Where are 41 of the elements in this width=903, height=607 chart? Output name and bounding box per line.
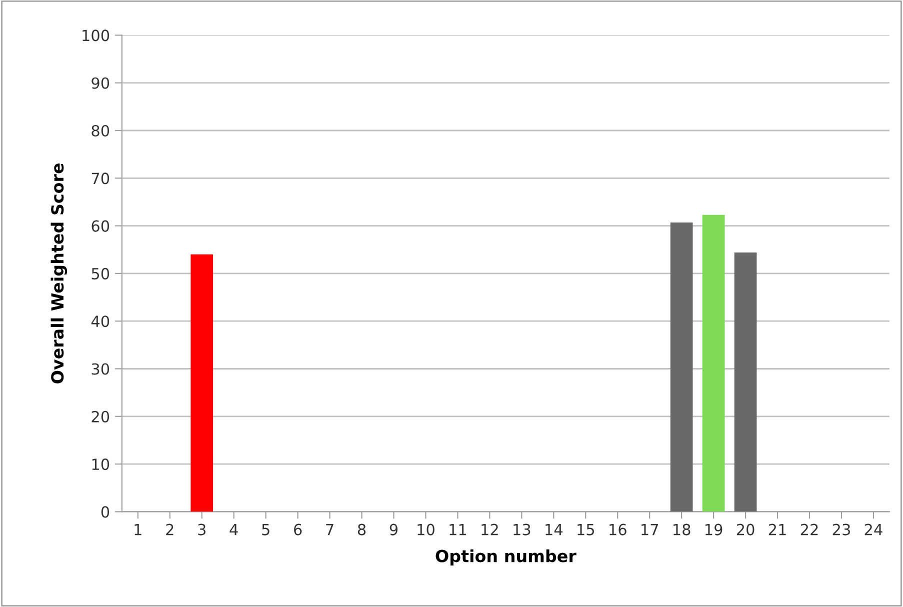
x-tick-label: 10 bbox=[418, 524, 434, 536]
x-tick-label: 4 bbox=[230, 524, 238, 536]
y-tick-label: 100 bbox=[82, 30, 110, 42]
y-tick-label: 10 bbox=[92, 458, 110, 470]
y-tick-label: 40 bbox=[91, 316, 110, 328]
x-tick-label: 21 bbox=[768, 524, 786, 536]
x-tick-label: 11 bbox=[450, 524, 466, 536]
x-tick-label: 12 bbox=[482, 524, 498, 536]
x-tick-label: 18 bbox=[674, 524, 690, 536]
x-tick-label: 5 bbox=[262, 524, 270, 536]
x-tick-label: 6 bbox=[294, 524, 302, 536]
y-tick-label: 90 bbox=[92, 77, 110, 89]
x-tick-label: 23 bbox=[832, 524, 850, 536]
y-tick-label: 30 bbox=[92, 363, 110, 375]
x-tick-label: 3 bbox=[198, 524, 206, 536]
x-axis-title: Option number bbox=[436, 549, 576, 566]
x-tick-label: 15 bbox=[578, 524, 594, 536]
x-tick-label: 20 bbox=[736, 524, 754, 536]
y-tick-label: 20 bbox=[92, 410, 110, 422]
bar bbox=[190, 254, 214, 512]
x-tick-label: 24 bbox=[864, 524, 882, 536]
x-tick-label: 16 bbox=[610, 524, 626, 536]
bar bbox=[702, 214, 725, 512]
x-tick-label: 9 bbox=[390, 524, 398, 536]
x-tick-label: 14 bbox=[546, 524, 563, 536]
x-tick-label: 19 bbox=[706, 524, 722, 536]
bar bbox=[734, 252, 757, 512]
y-tick-label: 60 bbox=[92, 220, 110, 232]
x-tick-label: 7 bbox=[326, 524, 334, 536]
x-tick-label: 13 bbox=[514, 524, 530, 536]
x-tick-label: 22 bbox=[800, 524, 818, 536]
bar bbox=[670, 222, 693, 512]
y-tick-label: 0 bbox=[101, 506, 110, 518]
x-tick-label: 2 bbox=[166, 524, 174, 536]
y-tick-label: 70 bbox=[92, 172, 110, 184]
x-tick-label: 1 bbox=[134, 524, 142, 536]
x-tick-label: 17 bbox=[642, 524, 658, 536]
x-tick-label: 8 bbox=[358, 524, 366, 536]
y-axis-title: Overall Weighted Score bbox=[50, 164, 68, 384]
y-tick-label: 80 bbox=[92, 124, 110, 137]
y-tick-label: 50 bbox=[92, 268, 110, 280]
